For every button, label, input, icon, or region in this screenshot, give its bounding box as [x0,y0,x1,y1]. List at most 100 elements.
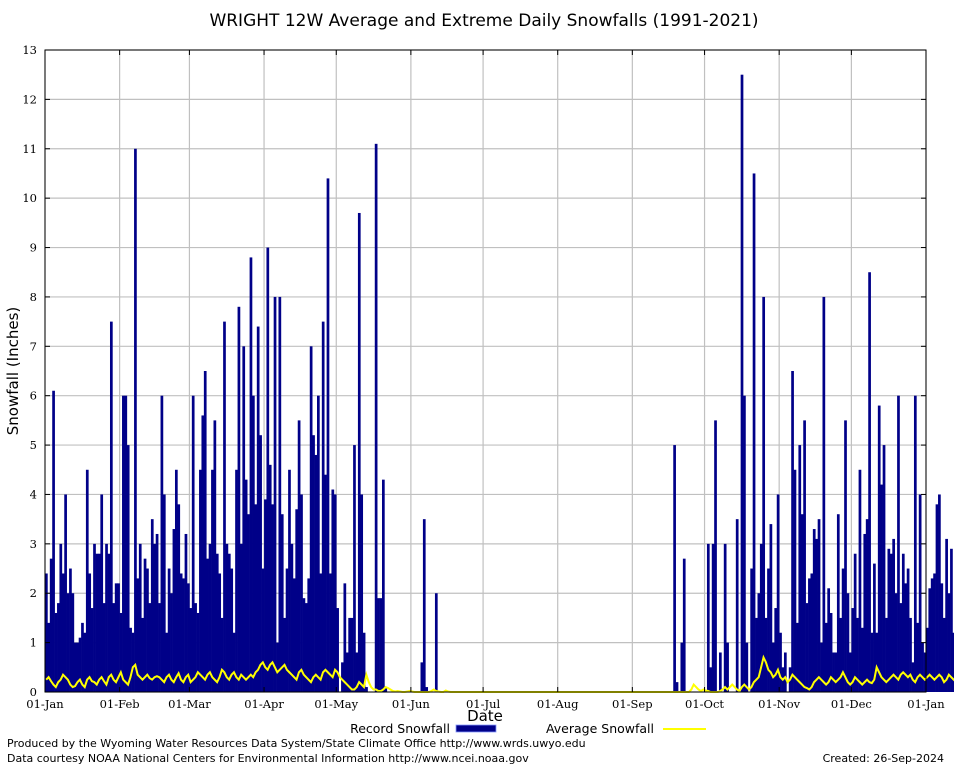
x-tick-label: 01-Jan [26,697,64,711]
record-snowfall-bar [783,652,787,692]
record-snowfall-bar [384,687,388,692]
record-snowfall-bar [706,543,710,692]
legend-record-swatch [455,724,497,733]
record-snowfall-bar [314,454,318,692]
record-snowfall-bar [374,143,378,693]
record-snowfall-bar [129,627,132,692]
record-snowfall-bar [261,568,265,692]
record-snowfall-bar [355,652,359,692]
record-snowfall-bar [292,578,296,692]
y-tick-label: 1 [30,636,37,650]
record-snowfall-bar [143,558,147,692]
record-snowfall-bar [892,538,896,692]
record-snowfall-bar [249,257,253,692]
record-snowfall-bar [288,469,291,692]
record-snowfall-bar [174,469,178,692]
record-snowfall-bar [280,514,284,692]
record-snowfall-bar [714,420,717,692]
record-snowfall-bar [897,395,900,692]
record-snowfall-bar [259,435,262,692]
record-snowfall-bar [179,573,183,692]
record-snowfall-bar [83,632,87,692]
record-snowfall-bar [673,445,676,692]
record-snowfall-bar [767,568,770,692]
x-tick-label: 01-Jul [466,697,501,711]
record-snowfall-bar [812,529,816,692]
record-snowfall-bar [97,553,101,692]
record-snowfall-bar [379,598,383,692]
record-snowfall-bar [839,617,843,692]
record-snowfall-bar [184,533,188,692]
record-snowfall-bar [165,632,169,692]
record-snowfall-bar [49,558,53,692]
record-snowfall-bar [309,346,313,692]
record-snowfall-bar [723,543,727,692]
record-snowfall-bar [266,247,270,693]
record-snowfall-bar [861,627,864,692]
record-snowfall-bar [191,395,195,692]
record-snowfall-bar [182,578,185,692]
y-tick-label: 13 [22,43,37,57]
x-tick-label: 01-Oct [685,697,724,711]
record-snowfall-bar [230,568,234,692]
record-snowfall-bar [928,588,932,692]
record-snowfall-bar [211,469,214,692]
record-snowfall-bar [189,608,193,692]
record-snowfall-bar [271,504,274,692]
record-snowfall-bar [894,593,898,692]
record-snowfall-bar [750,568,753,692]
record-snowfall-bar [942,617,946,692]
record-snowfall-bar [131,632,135,692]
record-snowfall-bar [779,632,782,692]
record-snowfall-bar [206,558,209,692]
record-snowfall-bar [138,543,142,692]
record-snowfall-bar [875,632,879,692]
record-snowfall-bar [232,632,236,692]
record-snowfall-bar [235,469,238,692]
record-snowfall-bar [752,173,756,692]
record-snowfall-bar [153,543,157,692]
record-snowfall-bar [252,395,255,692]
record-snowfall-bar [827,588,831,692]
record-snowfall-bar [882,445,886,692]
record-snowfall-bar [680,642,684,692]
record-snowfall-bar [844,420,847,692]
record-snowfall-bar [136,578,140,692]
record-snowfall-bar [225,543,229,692]
record-snowfall-bar [141,617,144,692]
record-snowfall-bar [336,608,339,692]
y-tick-label: 3 [30,537,37,551]
record-snowfall-bar [215,553,219,692]
record-snowfall-bar [711,543,715,692]
record-snowfall-bar [343,583,347,692]
record-snowfall-bar [870,632,874,692]
record-snowfall-bar [735,519,739,692]
record-snowfall-bar [865,519,869,692]
record-snowfall-bar [119,612,123,692]
record-snowfall-bar [333,494,337,692]
record-snowfall-bar [71,593,75,692]
record-snowfall-bar [938,494,941,692]
record-snowfall-bar [846,593,850,692]
legend-average-label: Average Snowfall [546,721,654,736]
record-snowfall-bar [177,504,181,692]
record-snowfall-bar [239,543,243,692]
y-tick-label: 11 [22,142,37,156]
record-snowfall-bar [170,593,173,692]
record-snowfall-bar [278,296,282,692]
record-snowfall-bar [134,148,137,692]
record-snowfall-bar [377,598,380,692]
record-snowfall-bar [117,583,120,692]
x-axis-ticks: 01-Jan 01-Feb 01-Mar 01-Apr 01-May 01-Jun 01-J… [26,50,945,711]
record-snowfall-bar [808,578,811,692]
record-snowfall-bar [420,662,424,692]
record-snowfall-bar [172,529,176,692]
record-snowfall-bar [69,568,72,692]
record-snowfall-bar [307,578,311,692]
record-snowfall-bar [146,568,149,692]
record-snowfall-bar [901,553,905,692]
record-snowfall-bar [126,445,130,692]
record-snowfall-bar [360,494,364,692]
record-snowfall-bar [856,617,859,692]
